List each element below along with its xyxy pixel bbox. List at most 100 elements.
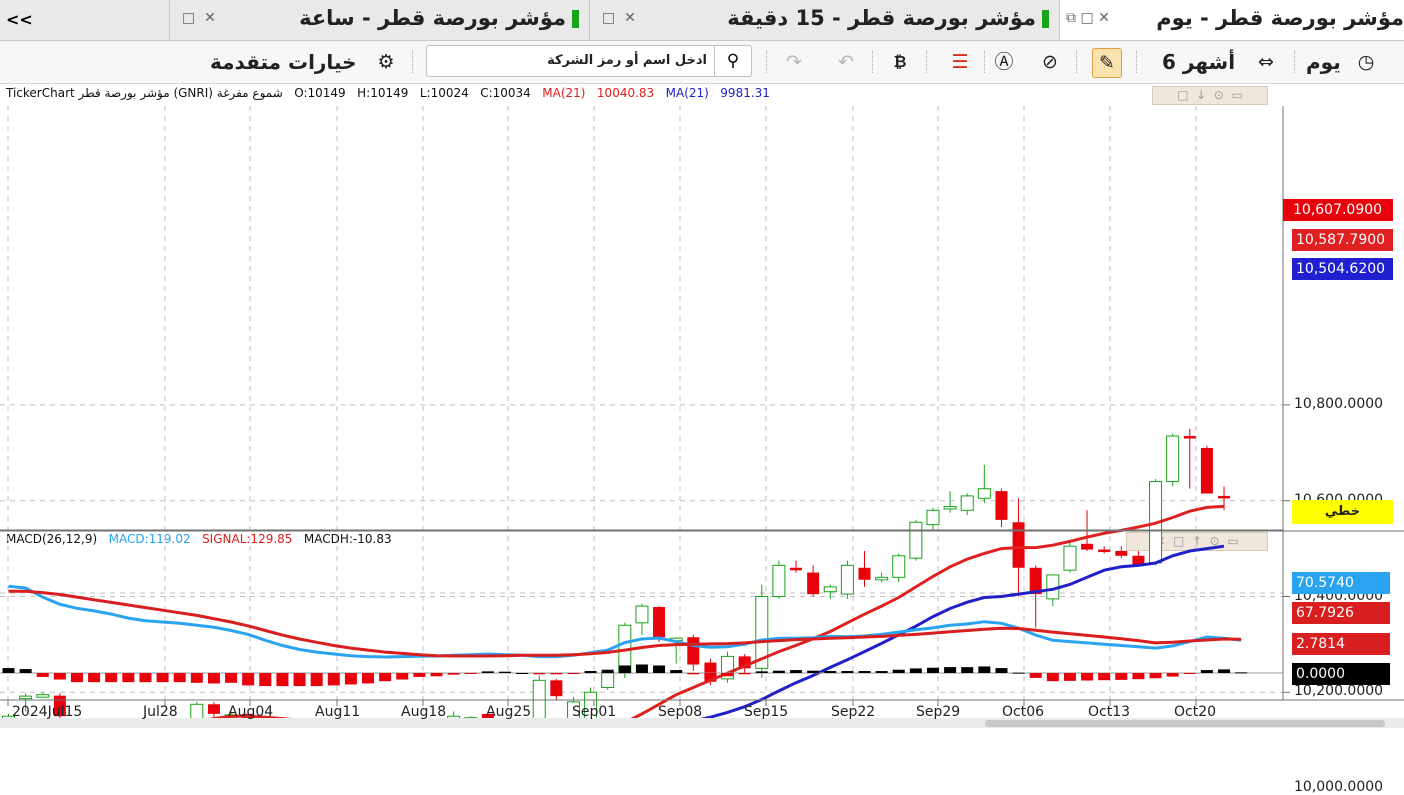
candle-body bbox=[704, 662, 717, 682]
time-tick-label: Sep01 bbox=[572, 704, 617, 720]
candle-body bbox=[550, 680, 563, 697]
candle-body bbox=[960, 495, 974, 511]
candle bbox=[738, 653, 751, 674]
macd-histogram-bar bbox=[481, 671, 494, 673]
tab-close-icon[interactable]: ✕ □ bbox=[182, 10, 216, 26]
price-chart bbox=[0, 106, 1404, 728]
macd-histogram-bar bbox=[1218, 669, 1231, 673]
scrollbar-thumb bbox=[985, 720, 1385, 727]
advanced-options-label[interactable]: خيارات متقدمة bbox=[210, 50, 357, 74]
tab-qe-hour[interactable]: مؤشر بورصة قطر - ساعة ✕ □ bbox=[170, 0, 590, 40]
macd-histogram-bar bbox=[190, 673, 203, 683]
candle bbox=[721, 651, 735, 683]
macd-tag: 70.5740 bbox=[1292, 572, 1390, 594]
candle bbox=[1115, 546, 1128, 559]
candle bbox=[1183, 428, 1196, 489]
candle-body bbox=[926, 509, 940, 526]
tab-qe-day[interactable]: مؤشر بورصة قطر - يوم ✕ □ ⧉ bbox=[1060, 0, 1404, 40]
ma-red-value: 10040.83 bbox=[596, 86, 655, 100]
macd-histogram-bar bbox=[704, 673, 717, 677]
candle bbox=[875, 572, 889, 583]
tab-collapse-button[interactable]: << bbox=[0, 0, 170, 40]
candle bbox=[19, 693, 33, 712]
macd-histogram-bar bbox=[1081, 673, 1094, 681]
macd-histogram-bar bbox=[464, 673, 477, 674]
candle-body bbox=[1098, 549, 1111, 553]
high-value: H:10149 bbox=[357, 86, 409, 100]
settings-gear-icon[interactable]: ⚙ bbox=[377, 51, 395, 73]
macd-histogram-bar bbox=[567, 673, 580, 674]
macd-histogram-bar bbox=[1149, 673, 1162, 679]
candle-body bbox=[823, 586, 837, 593]
chart-type-icon[interactable]: ₿ bbox=[893, 52, 907, 71]
macd-histogram-bar bbox=[978, 666, 991, 673]
macdh-value: MACDH:-10.83 bbox=[303, 532, 392, 546]
redo-icon[interactable]: ↷ bbox=[786, 51, 802, 73]
time-tick-label: Sep15 bbox=[744, 704, 789, 720]
clock-icon[interactable]: ◷ bbox=[1357, 51, 1375, 73]
macd-histogram-bar bbox=[1029, 673, 1042, 678]
time-tick-label: Oct13 bbox=[1088, 704, 1131, 720]
candle bbox=[790, 560, 803, 573]
candle bbox=[1098, 546, 1111, 554]
search-input[interactable]: ادخل اسم أو رمز الشركة ⚲ bbox=[426, 45, 752, 77]
macd-histogram-bar bbox=[139, 673, 152, 683]
macd-histogram-bar bbox=[498, 671, 511, 673]
candle-body bbox=[1115, 550, 1128, 556]
candle-body bbox=[790, 567, 803, 571]
macd-histogram-bar bbox=[790, 670, 803, 673]
macd-histogram-bar bbox=[2, 668, 15, 673]
time-tick-label: Aug25 bbox=[486, 704, 532, 720]
range-label[interactable]: 6 أشهر bbox=[1162, 50, 1236, 74]
candle-body bbox=[943, 505, 957, 510]
macd-histogram-bar bbox=[259, 673, 272, 687]
macd-histogram-bar bbox=[36, 673, 49, 677]
signal-value: SIGNAL:129.85 bbox=[202, 532, 293, 546]
linear-scale-toggle[interactable]: خطي bbox=[1292, 500, 1393, 524]
candle-body bbox=[738, 656, 751, 669]
candle-body bbox=[36, 694, 50, 698]
price-tag-last: 10,607.0900 bbox=[1283, 199, 1393, 221]
ma-red-line bbox=[155, 504, 1225, 728]
tab-close-icon[interactable]: ✕ □ bbox=[602, 10, 636, 26]
macd-histogram-bar bbox=[1012, 672, 1025, 674]
candle bbox=[840, 560, 854, 599]
price-tag-ma-blue: 10,504.6200 bbox=[1292, 258, 1393, 280]
search-icon[interactable]: ⚲ bbox=[714, 46, 751, 76]
macd-histogram-bar bbox=[156, 673, 169, 683]
auto-icon[interactable]: Ⓐ bbox=[994, 51, 1014, 73]
candle-body bbox=[772, 564, 786, 597]
tab-title: مؤشر بورصة قطر - يوم bbox=[1156, 6, 1404, 30]
macd-histogram-bar bbox=[1132, 673, 1145, 680]
time-tick-label: Jul28 bbox=[143, 704, 178, 720]
tab-qe-15min[interactable]: مؤشر بورصة قطر - 15 دقيقة ✕ □ bbox=[590, 0, 1060, 40]
macd-histogram-bar bbox=[276, 673, 289, 687]
range-arrows-icon[interactable]: ⇔ bbox=[1258, 51, 1274, 73]
chart-source-label: TickerChart مؤشر بورصة قطر (GNRI) شموع م… bbox=[6, 86, 283, 100]
candle bbox=[601, 670, 615, 690]
macd-histogram-bar bbox=[1098, 673, 1111, 681]
macd-histogram-bar bbox=[875, 671, 888, 673]
tab-window-controls[interactable]: ✕ □ ⧉ bbox=[1066, 10, 1110, 26]
macd-histogram-bar bbox=[892, 669, 905, 673]
candle-body bbox=[19, 695, 33, 700]
period-label[interactable]: يوم bbox=[1306, 50, 1341, 74]
drawing-tools-icon[interactable]: ✎ bbox=[1092, 48, 1122, 78]
candle-body bbox=[1029, 567, 1042, 595]
undo-icon[interactable]: ↶ bbox=[838, 51, 854, 73]
time-tick-label: Oct20 bbox=[1174, 704, 1217, 720]
macd-value: MACD:119.02 bbox=[108, 532, 191, 546]
candle-body bbox=[1063, 545, 1077, 571]
candle bbox=[1200, 445, 1213, 494]
oscillator-icon[interactable]: ⊘ bbox=[1042, 51, 1058, 73]
macd-histogram-bar bbox=[670, 670, 683, 673]
pane-controls[interactable]: □ ↓ ⊙ ▭ bbox=[1152, 86, 1268, 105]
macd-histogram-bar bbox=[207, 673, 220, 684]
macd-title: MACD(26,12,9) bbox=[6, 532, 98, 546]
candle-body bbox=[1218, 495, 1231, 499]
indicators-icon[interactable]: ☰ bbox=[951, 51, 969, 73]
info-bar: TickerChart مؤشر بورصة قطر (GNRI) شموع م… bbox=[6, 86, 770, 100]
histogram-tag: 2.7814 bbox=[1292, 633, 1390, 655]
ma-blue-line bbox=[665, 544, 1225, 728]
price-tick-label: 10,000.0000 bbox=[1294, 779, 1384, 795]
